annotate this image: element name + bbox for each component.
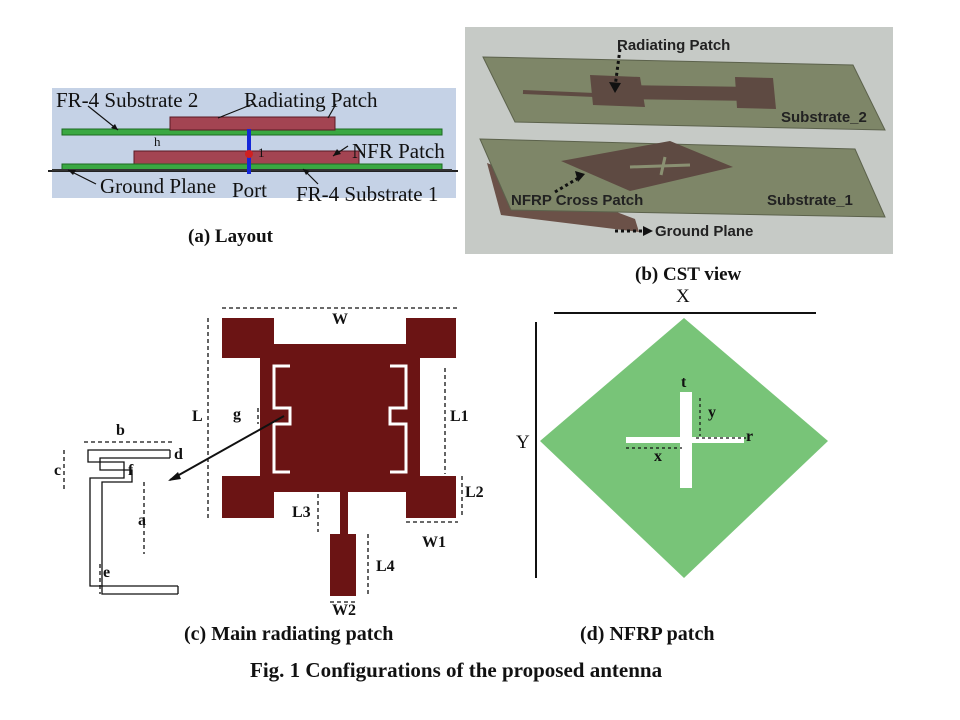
dim-r: r <box>746 428 754 445</box>
label-one: 1 <box>258 145 265 160</box>
figure-caption: Fig. 1 Configurations of the proposed an… <box>250 658 663 682</box>
dim-b: b <box>116 422 125 439</box>
dim-L1: L1 <box>450 408 469 425</box>
label-port: Port <box>232 178 268 202</box>
cst-label-nfrp-cross-patch: NFRP Cross Patch <box>511 192 644 209</box>
dim-L4: L4 <box>376 558 395 575</box>
dim-a: a <box>138 512 146 529</box>
dim-y: y <box>708 404 716 421</box>
dim-L: L <box>192 408 203 425</box>
caption-cst-view: (b) CST view <box>635 264 742 285</box>
label-nfr-patch: NFR Patch <box>352 139 445 163</box>
dim-g: g <box>233 406 241 423</box>
layout-cross-section <box>48 103 458 185</box>
caption-layout: (a) Layout <box>188 226 273 247</box>
dim-t: t <box>681 374 687 391</box>
label-fr4-substrate-1: FR-4 Substrate 1 <box>296 182 439 206</box>
cst-radiating-patch <box>522 75 776 109</box>
dim-d: d <box>174 446 183 463</box>
main-patch-shape <box>222 318 456 596</box>
cst-label-radiating-patch: Radiating Patch <box>617 37 731 54</box>
dim-e: e <box>103 564 111 581</box>
label-ground-plane: Ground Plane <box>100 174 217 198</box>
slot-inset-shape <box>87 449 179 595</box>
dim-c: c <box>54 462 62 479</box>
nfrp-drawing <box>535 312 828 578</box>
cst-label-ground-plane: Ground Plane <box>655 223 754 240</box>
dim-W2: W2 <box>332 602 356 619</box>
cst-label-substrate-2: Substrate_2 <box>781 109 867 126</box>
dim-f: f <box>128 462 134 479</box>
dim-Y: Y <box>516 432 530 453</box>
panel-a-layout: FR-4 Substrate 2 Radiating Patch h 1 NFR… <box>48 84 458 214</box>
layout-background <box>52 88 456 198</box>
cst-3d-view <box>479 48 886 236</box>
label-h: h <box>154 134 161 149</box>
dim-W: W <box>332 311 348 328</box>
cst-label-substrate-1: Substrate_1 <box>767 192 853 209</box>
main-patch-drawing <box>63 307 463 603</box>
nfrp-cross-horizontal <box>626 437 744 443</box>
panel-c-main-radiating-patch: W L L1 g L2 L3 W1 L4 W2 b d c f a e <box>50 296 484 626</box>
label-radiating-patch: Radiating Patch <box>244 88 378 112</box>
panel-d-nfrp-patch: X Y t y r x <box>506 286 836 586</box>
label-fr4-substrate-2: FR-4 Substrate 2 <box>56 88 199 112</box>
dim-L3: L3 <box>292 504 311 521</box>
caption-nfrp-patch: (d) NFRP patch <box>580 623 715 645</box>
caption-main-radiating-patch: (c) Main radiating patch <box>184 623 394 645</box>
dim-X: X <box>676 286 690 307</box>
dim-x: x <box>654 448 662 465</box>
radiating-patch-layer <box>169 116 336 131</box>
dim-W1: W1 <box>422 534 446 551</box>
dim-L2: L2 <box>465 484 484 501</box>
panel-b-cst-view: Radiating Patch Substrate_2 NFRP Cross P… <box>465 27 893 254</box>
